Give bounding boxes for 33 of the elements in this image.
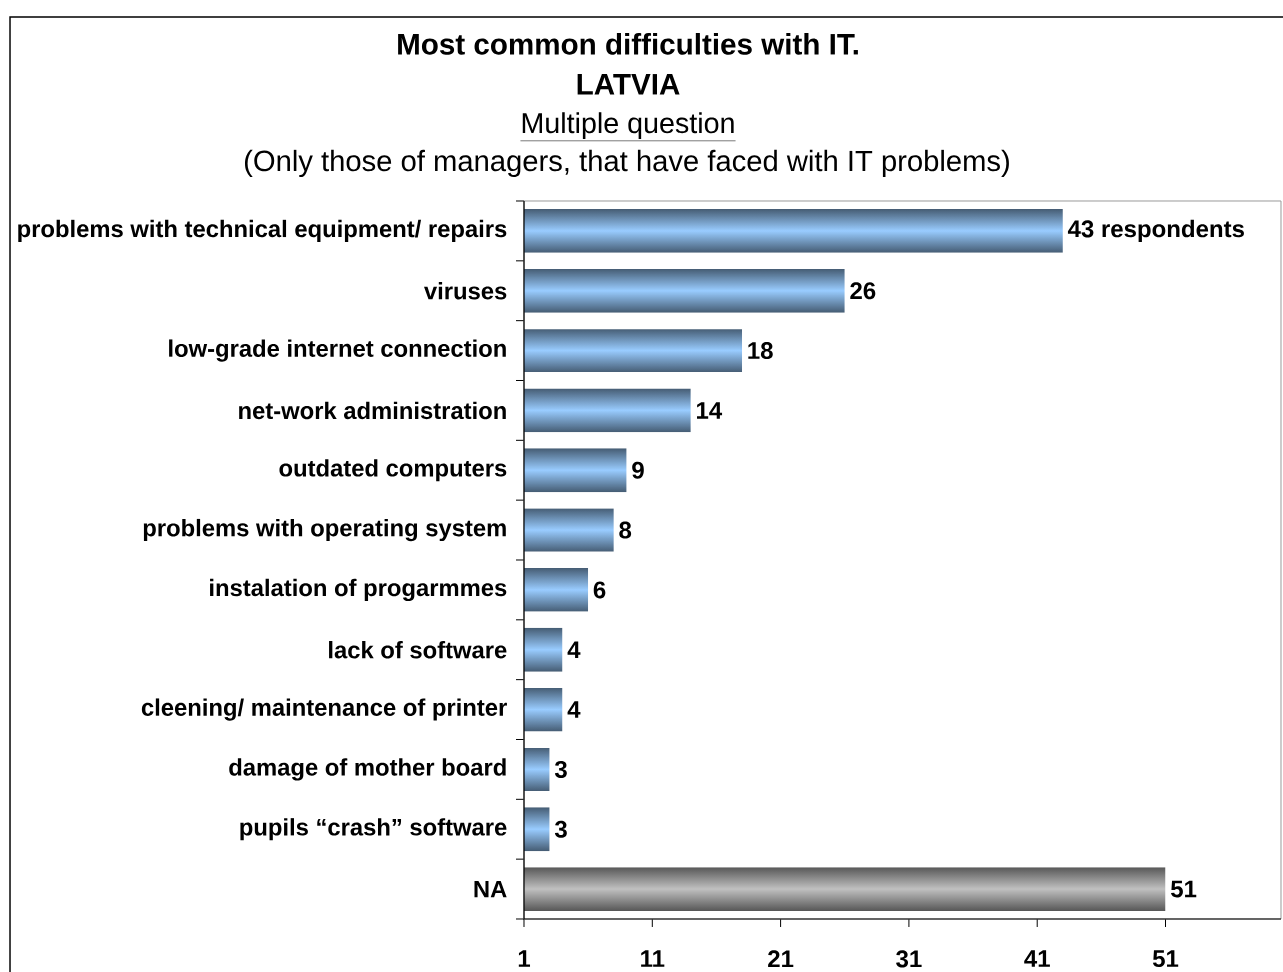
y-tick-label: pupils “crash” software xyxy=(240,818,507,841)
y-tick-label: viruses xyxy=(424,282,507,300)
data-label: 3 xyxy=(554,820,567,838)
y-tick-label: instalation of progarmmes xyxy=(210,578,507,602)
y-tick-label: problems with technical equipment/ repairs xyxy=(18,219,507,242)
x-tick-label: 41 xyxy=(1024,950,1050,967)
data-label: 4 xyxy=(567,701,581,718)
x-tick-label: 21 xyxy=(768,950,794,968)
data-label: 3 xyxy=(554,760,567,778)
y-tick-label: lack of software xyxy=(329,640,507,659)
y-tick-label: NA xyxy=(474,880,507,898)
data-label: 14 xyxy=(697,402,723,419)
y-tick-label: problems with operating system xyxy=(143,518,506,542)
data-label: 51 xyxy=(1170,880,1197,898)
chart-subtitle: Multiple question xyxy=(522,112,734,139)
data-label: 43 respondents xyxy=(1067,219,1244,243)
data-label: 26 xyxy=(850,282,876,300)
y-tick-label: damage of mother board xyxy=(229,758,506,781)
y-tick-label: low-grade internet connection xyxy=(169,339,506,362)
x-tick-label: 31 xyxy=(896,950,922,968)
x-tick-label: 11 xyxy=(641,950,665,967)
data-label: 18 xyxy=(748,342,773,360)
y-tick-label: cleening/ maintenance of printer xyxy=(141,698,507,721)
y-tick-label: net-work administration xyxy=(239,401,506,420)
data-label: 9 xyxy=(632,461,644,479)
x-tick-label: 51 xyxy=(1152,950,1179,968)
y-tick-label: outdated computers xyxy=(279,459,507,482)
chart-title: Most common difficulties with IT. LATVIA xyxy=(398,33,858,95)
data-label: 4 xyxy=(567,641,581,658)
data-label: 6 xyxy=(593,581,606,599)
text: (Only those of managers, that have faced with IT problems) xyxy=(244,149,1009,178)
data-label: 8 xyxy=(619,521,632,539)
x-tick-label: 1 xyxy=(518,950,531,967)
